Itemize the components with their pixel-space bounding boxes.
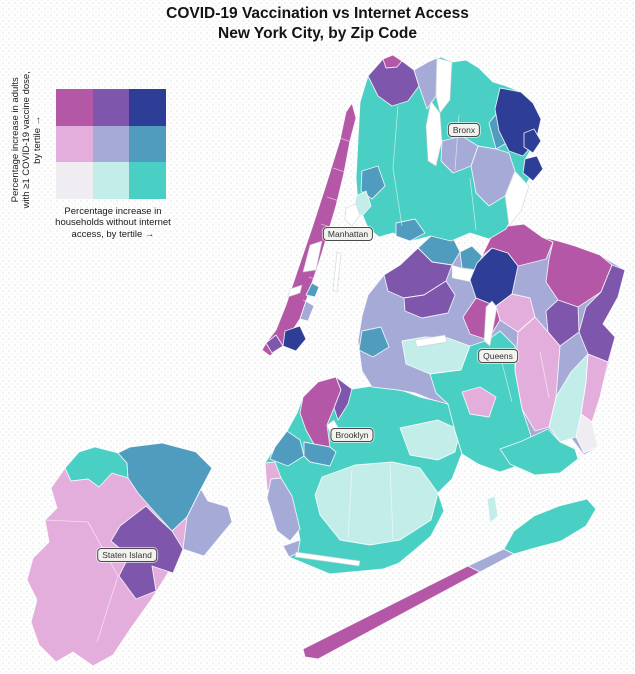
zip-boundary-line <box>326 196 340 202</box>
region-queens-teal-jfk <box>499 428 579 476</box>
borough-label-manhattan: Manhattan <box>322 227 374 241</box>
region-brooklyn-white-coney-creek <box>294 551 361 567</box>
region-bronx-white-pelhambay <box>504 170 530 227</box>
borough-label-bronx: Bronx <box>447 123 481 137</box>
region-brooklyn-palecyan-central <box>314 461 439 546</box>
zip-boundary-line <box>332 167 346 173</box>
borough-label-queens: Queens <box>478 349 518 363</box>
region-manhattan-lavender-east <box>299 300 315 322</box>
legend-cell-purple <box>92 89 130 126</box>
region-randalls-island <box>344 203 361 227</box>
legend-cell-gray <box>56 162 93 199</box>
region-bronx-white-vancortlandt <box>435 57 453 114</box>
legend-color-grid <box>56 89 166 199</box>
region-queens-purple-astoria <box>383 247 453 299</box>
legend-cell-palecyan <box>92 162 130 199</box>
region-staten-island-lavender-east <box>182 488 233 557</box>
legend-cell-navy <box>129 89 166 126</box>
zip-boundary-line <box>469 177 477 231</box>
zip-boundary-line <box>302 299 313 305</box>
region-brooklyn-palecyan-east <box>399 419 461 461</box>
region-queens-purple-lic <box>403 280 456 319</box>
region-brooklyn-steel-slope <box>303 441 337 467</box>
region-brooklyn-lavender-bayridge <box>266 477 301 542</box>
region-manhattan-navy-downtown <box>282 325 307 352</box>
region-manhattan-steel-east <box>305 282 320 298</box>
borough-label-staten-island: Staten Island <box>97 548 157 562</box>
title-line-2: New York City, by Zip Code <box>218 24 417 42</box>
region-queens-white-cemetery <box>414 334 448 348</box>
region-queens-steel-sunnyside <box>358 326 390 358</box>
region-rockaway-lavender <box>467 548 515 573</box>
region-rockaway-teal-far <box>503 498 597 555</box>
region-manhattan-purple-tip <box>265 334 284 354</box>
region-bronx-steel-highbridge <box>360 165 386 200</box>
region-manhattan-white-centralpark <box>302 240 323 273</box>
region-queens-pink-ozonepark <box>461 386 497 418</box>
legend-cell-pink <box>56 125 93 163</box>
region-roosevelt-island <box>332 251 342 293</box>
legend-cell-teal <box>129 162 166 199</box>
region-brooklyn-purple-bushwick <box>333 376 353 421</box>
borough-label-brooklyn: Brooklyn <box>330 428 374 442</box>
zip-boundary-line <box>339 137 352 143</box>
zip-boundary-line <box>389 463 394 541</box>
region-queens-white-flushingmeadows <box>483 300 498 347</box>
region-broad-channel <box>486 495 499 524</box>
page-title: COVID-19 Vaccination vs Internet Access … <box>0 4 635 44</box>
zip-boundary-line <box>539 351 550 399</box>
title-line-1: COVID-19 Vaccination vs Internet Access <box>166 5 469 22</box>
region-bronx-navy-hartisland <box>522 155 544 182</box>
legend-x-axis-label: Percentage increase in households without… <box>28 206 198 240</box>
zip-boundary-line <box>392 105 403 227</box>
region-rockaway-magenta <box>302 565 481 660</box>
zip-boundary-line <box>308 276 320 282</box>
region-queens-purple-bayside <box>578 264 626 363</box>
legend-x-axis-label-line: Percentage increase in <box>64 206 162 217</box>
zip-boundary-line <box>347 469 353 539</box>
legend-cell-steel <box>129 125 166 163</box>
region-queens-gray-southeast <box>575 413 599 454</box>
legend-y-axis-label: Percentage increase in adults with ≥1 CO… <box>10 71 44 209</box>
region-bronx-navy-cityisland <box>523 128 542 154</box>
region-bronx-magenta-top <box>382 54 403 69</box>
region-bronx-white-bronxpark <box>425 100 443 167</box>
legend-x-axis-label-line: households without internet <box>55 217 171 229</box>
legend-cell-lavender <box>92 125 130 163</box>
region-manhattan-white-morningside <box>287 284 303 298</box>
region-bronx-steel-portmorris <box>395 218 426 242</box>
legend-cell-magenta <box>56 89 93 126</box>
legend-x-axis-label-line: access, by tertile → <box>71 228 155 240</box>
region-queens-magenta-northeast <box>541 236 613 308</box>
